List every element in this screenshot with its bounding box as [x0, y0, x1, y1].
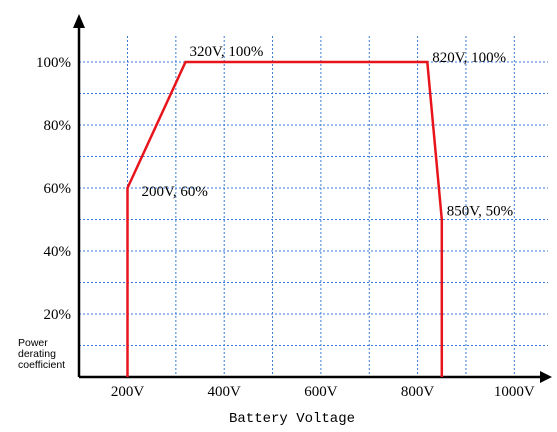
y-axis-arrow [73, 14, 85, 28]
y-axis-title-line-3: coefficient [18, 359, 65, 371]
y-axis-title-line-1: Power [18, 337, 48, 349]
series [126, 60, 444, 377]
point-annotation: 200V, 60% [142, 184, 208, 200]
axes [73, 14, 552, 383]
x-axis-arrow [540, 371, 552, 383]
x-tick-label: 400V [208, 384, 242, 400]
y-tick-label: 100% [36, 55, 71, 71]
x-axis-title: Battery Voltage [229, 411, 355, 427]
point-annotation: 820V, 100% [432, 50, 506, 66]
point-annotation: 320V, 100% [190, 44, 264, 60]
tick-labels: 200V 400V 600V 800V 1000V 20% 40% 60% 80% 100% [36, 55, 535, 400]
y-tick-label: 40% [44, 244, 72, 260]
point-annotation: 850V, 50% [447, 204, 513, 220]
x-tick-label: 600V [304, 384, 338, 400]
y-tick-label: 80% [44, 118, 72, 134]
x-tick-label: 800V [401, 384, 435, 400]
x-tick-label: 1000V [494, 384, 535, 400]
y-axis-title-line-2: derating [18, 348, 56, 360]
y-tick-label: 20% [44, 307, 72, 323]
series-line-0 [126, 60, 444, 377]
y-tick-label: 60% [44, 181, 72, 197]
grid [79, 36, 548, 377]
x-tick-label: 200V [111, 384, 145, 400]
y-axis-title: Power derating coefficient [18, 337, 65, 371]
annotations: 200V, 60% 320V, 100% 820V, 100% 850V, 50% [142, 44, 514, 220]
